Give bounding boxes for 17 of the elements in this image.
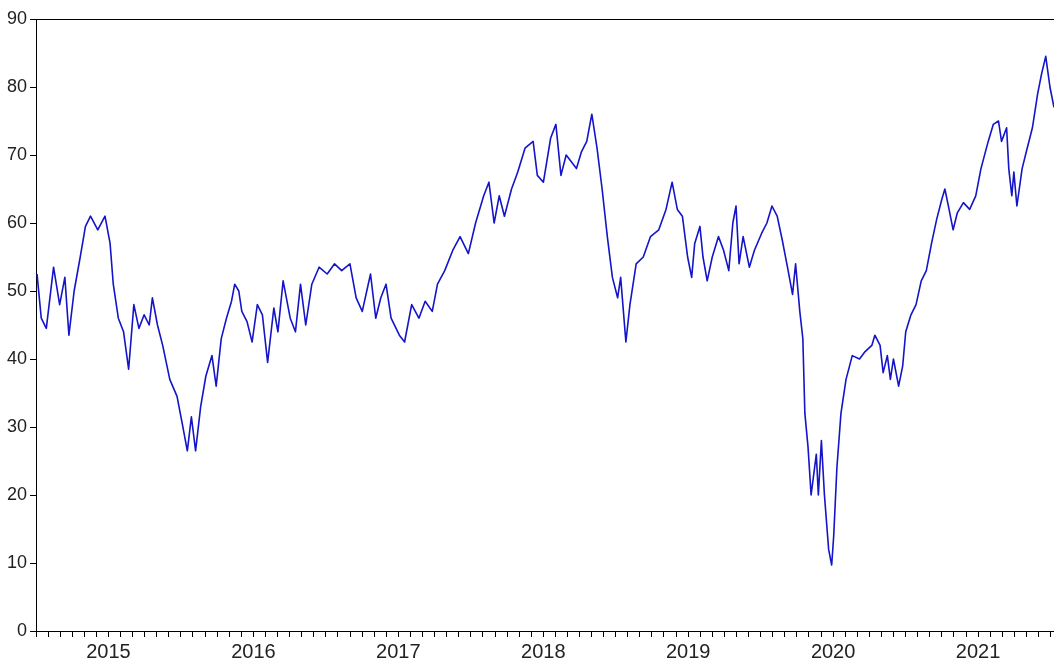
y-tick-label: 60 <box>6 211 28 232</box>
y-tick-label: 40 <box>6 347 28 368</box>
y-tick-label: 90 <box>6 7 28 28</box>
x-tick-label: 2016 <box>231 639 276 662</box>
y-tick-label: 80 <box>6 75 28 96</box>
y-tick-label: 0 <box>17 619 28 640</box>
y-tick-label: 70 <box>6 143 28 164</box>
x-tick-label: 2019 <box>665 639 711 662</box>
x-tick-label: 2018 <box>521 639 566 662</box>
x-tick-label: 2015 <box>86 639 131 662</box>
x-tick-label: 2020 <box>810 639 856 662</box>
x-tick-label: 2017 <box>376 639 421 662</box>
y-tick-label: 20 <box>6 483 28 504</box>
x-tick-label: 2021 <box>955 639 1001 662</box>
y-tick-label: 10 <box>6 551 28 572</box>
y-tick-label: 50 <box>6 279 28 300</box>
y-tick-label: 30 <box>6 415 28 436</box>
